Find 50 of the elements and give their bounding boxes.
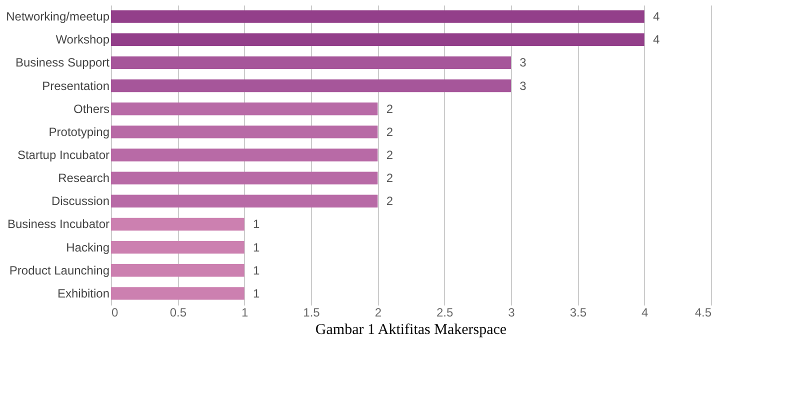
y-tick-label: Workshop bbox=[56, 32, 110, 47]
data-label: 2 bbox=[386, 148, 394, 162]
x-tick-label: 3.5 bbox=[570, 306, 587, 320]
x-tick-label: 0 bbox=[112, 306, 118, 320]
y-tick-label: Research bbox=[58, 171, 110, 186]
data-label: 1 bbox=[252, 286, 260, 300]
bar bbox=[111, 287, 244, 300]
y-tick-label: Business Incubator bbox=[7, 217, 110, 232]
data-label: 3 bbox=[520, 78, 527, 93]
x-tick-label: 1 bbox=[241, 306, 248, 320]
y-tick-label: Others bbox=[73, 102, 110, 116]
bar bbox=[111, 10, 644, 23]
x-tick-label: 4.5 bbox=[694, 306, 712, 320]
y-tick-label: Presentation bbox=[42, 78, 110, 93]
data-label: 2 bbox=[386, 171, 394, 186]
y-tick-label: Hacking bbox=[66, 240, 110, 254]
y-tick-label: Discussion bbox=[51, 194, 110, 208]
data-label: 4 bbox=[652, 32, 660, 47]
data-label: 1 bbox=[252, 240, 260, 254]
x-tick-label: 0.5 bbox=[170, 306, 187, 320]
x-tick-label: 1.5 bbox=[303, 306, 320, 320]
y-tick-label: Networking/meetup bbox=[6, 10, 110, 24]
y-tick-label: Exhibition bbox=[57, 286, 110, 300]
y-tick-label: Business Support bbox=[15, 56, 110, 70]
bar bbox=[111, 194, 378, 208]
data-label: 4 bbox=[652, 10, 660, 24]
bar bbox=[111, 218, 244, 231]
x-tick-label: 4 bbox=[641, 306, 648, 320]
data-label: 1 bbox=[252, 263, 260, 278]
data-label: 3 bbox=[520, 56, 527, 70]
bar bbox=[111, 240, 244, 254]
y-tick-label: Product Launching bbox=[9, 263, 110, 278]
bar bbox=[111, 264, 244, 277]
bar bbox=[111, 79, 511, 92]
bar bbox=[111, 102, 378, 116]
x-tick-label: 2.5 bbox=[436, 306, 454, 320]
x-tick-label: 2 bbox=[374, 306, 382, 320]
bar bbox=[111, 126, 378, 138]
y-tick-label: Prototyping bbox=[48, 124, 110, 139]
x-tick-label: 3 bbox=[508, 306, 516, 320]
bar bbox=[111, 148, 378, 162]
text: Gambar 1 Aktifitas Makerspace bbox=[315, 322, 507, 338]
bar bbox=[111, 172, 378, 184]
data-label: 2 bbox=[386, 124, 394, 139]
bar bbox=[111, 56, 511, 70]
data-label: 2 bbox=[386, 102, 394, 116]
data-label: 2 bbox=[386, 194, 394, 208]
bar bbox=[111, 33, 644, 46]
y-tick-label: Startup Incubator bbox=[17, 148, 110, 162]
data-label: 1 bbox=[252, 217, 260, 232]
